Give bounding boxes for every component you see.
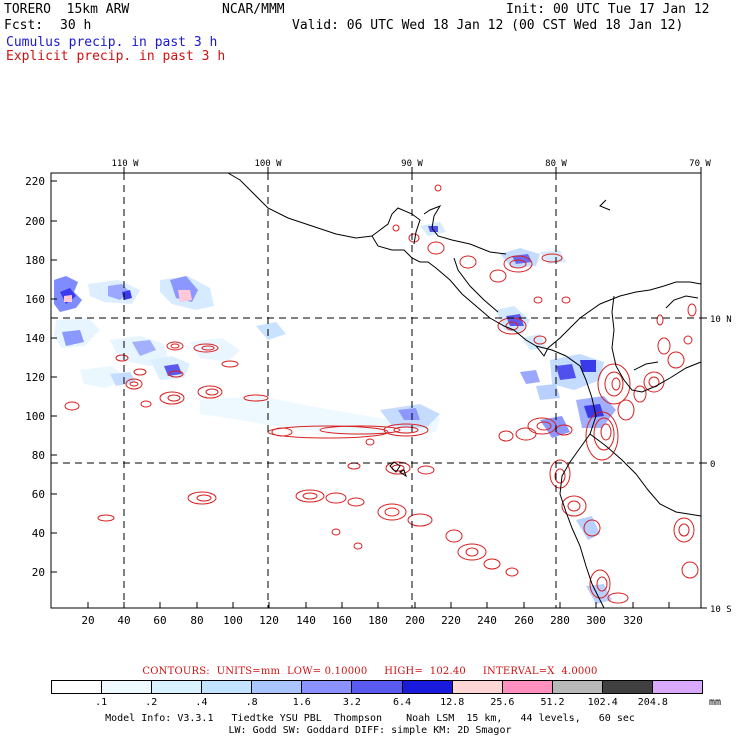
colorbar-swatch — [502, 681, 553, 693]
x-tick-label: 160 — [332, 614, 352, 627]
colorbar-tick-label: 3.2 — [342, 697, 361, 708]
colorbar-swatch — [152, 681, 203, 693]
y-tick-label: 60 — [32, 488, 45, 501]
init-time: Init: 00 UTC Tue 17 Jan 12 — [506, 2, 710, 17]
map-frame — [50, 172, 702, 609]
organization-label: NCAR/MMM — [222, 2, 285, 17]
colorbar-tick-label: .4 — [195, 697, 208, 708]
x-tick-label: 200 — [405, 614, 425, 627]
lon-label-70w: 70 W — [689, 159, 711, 169]
coastlines — [227, 172, 702, 609]
x-tick-label: 280 — [550, 614, 570, 627]
colorbar-unit: mm — [709, 697, 722, 708]
lon-label-100w: 100 W — [254, 159, 282, 169]
colorbar-tick-label: 6.4 — [393, 697, 412, 708]
x-tick-label: 80 — [190, 614, 203, 627]
axis-ticks — [51, 167, 707, 609]
colorbar-tick-label: 102.4 — [587, 697, 618, 708]
legend-explicit-label: Explicit precip. in past 3 h — [6, 49, 226, 64]
model-title: TORERO 15km ARW — [4, 2, 130, 17]
x-tick-label: 180 — [368, 614, 388, 627]
forecast-hour: 30 h — [60, 18, 92, 33]
lat-label-10n: 10 N — [710, 315, 732, 325]
colorbar-swatch — [602, 681, 653, 693]
colorbar-tick-label: 204.8 — [637, 697, 668, 708]
y-tick-label: 160 — [25, 293, 45, 306]
y-tick-label: 100 — [25, 410, 45, 423]
y-tick-label: 220 — [25, 175, 45, 188]
colorbar-tick-label: 25.6 — [490, 697, 515, 708]
x-tick-label: 60 — [153, 614, 166, 627]
x-tick-label: 220 — [441, 614, 461, 627]
contour-caption: CONTOURS: UNITS=mm LOW= 0.10000 HIGH= 10… — [142, 666, 598, 677]
colorbar-swatch — [252, 681, 303, 693]
colorbar-tick-label: .1 — [95, 697, 108, 708]
x-tick-label: 260 — [514, 614, 534, 627]
colorbar-tick-label: .8 — [245, 697, 258, 708]
colorbar-swatch — [402, 681, 453, 693]
x-tick-label: 100 — [223, 614, 243, 627]
lon-label-80w: 80 W — [545, 159, 567, 169]
y-tick-label: 180 — [25, 254, 45, 267]
model-info-line2: LW: Godd SW: Goddard DIFF: simple KM: 2D… — [228, 725, 512, 736]
y-tick-label: 120 — [25, 371, 45, 384]
y-tick-label: 40 — [32, 527, 45, 540]
lat-lon-grid — [51, 173, 701, 608]
y-tick-label: 80 — [32, 449, 45, 462]
colorbar-swatch — [102, 681, 153, 693]
lat-label-10s: 10 S — [710, 605, 732, 615]
y-tick-label: 140 — [25, 332, 45, 345]
x-tick-label: 240 — [477, 614, 497, 627]
x-tick-label: 320 — [623, 614, 643, 627]
x-tick-label: 140 — [296, 614, 316, 627]
colorbar-swatch — [552, 681, 603, 693]
colorbar-tick-label: 51.2 — [540, 697, 565, 708]
y-tick-label: 200 — [25, 215, 45, 228]
forecast-label: Fcst: — [4, 18, 44, 33]
colorbar-swatch — [202, 681, 253, 693]
x-tick-label: 40 — [117, 614, 130, 627]
model-info-line1: Model Info: V3.3.1 Tiedtke YSU PBL Thomp… — [105, 713, 635, 724]
colorbar-swatch — [52, 681, 103, 693]
valid-time: Valid: 06 UTC Wed 18 Jan 12 (00 CST Wed … — [292, 18, 684, 33]
x-tick-label: 20 — [81, 614, 94, 627]
explicit-precip-contours — [64, 184, 699, 604]
colorbar-swatch — [302, 681, 353, 693]
y-tick-label: 20 — [32, 566, 45, 579]
colorbar-tick-label: 1.6 — [292, 697, 311, 708]
colorbar-swatch — [452, 681, 503, 693]
x-tick-label: 120 — [259, 614, 279, 627]
x-tick-label: 300 — [586, 614, 606, 627]
colorbar-swatch — [652, 681, 703, 693]
lon-label-110w: 110 W — [111, 159, 139, 169]
colorbar-tick-label: 12.8 — [440, 697, 465, 708]
lon-label-90w: 90 W — [401, 159, 423, 169]
colorbar-tick-label: .2 — [145, 697, 158, 708]
lat-label-0: 0 — [710, 460, 715, 470]
colorbar — [51, 680, 703, 694]
legend-cumulus-label: Cumulus precip. in past 3 h — [6, 35, 218, 50]
colorbar-swatch — [352, 681, 403, 693]
